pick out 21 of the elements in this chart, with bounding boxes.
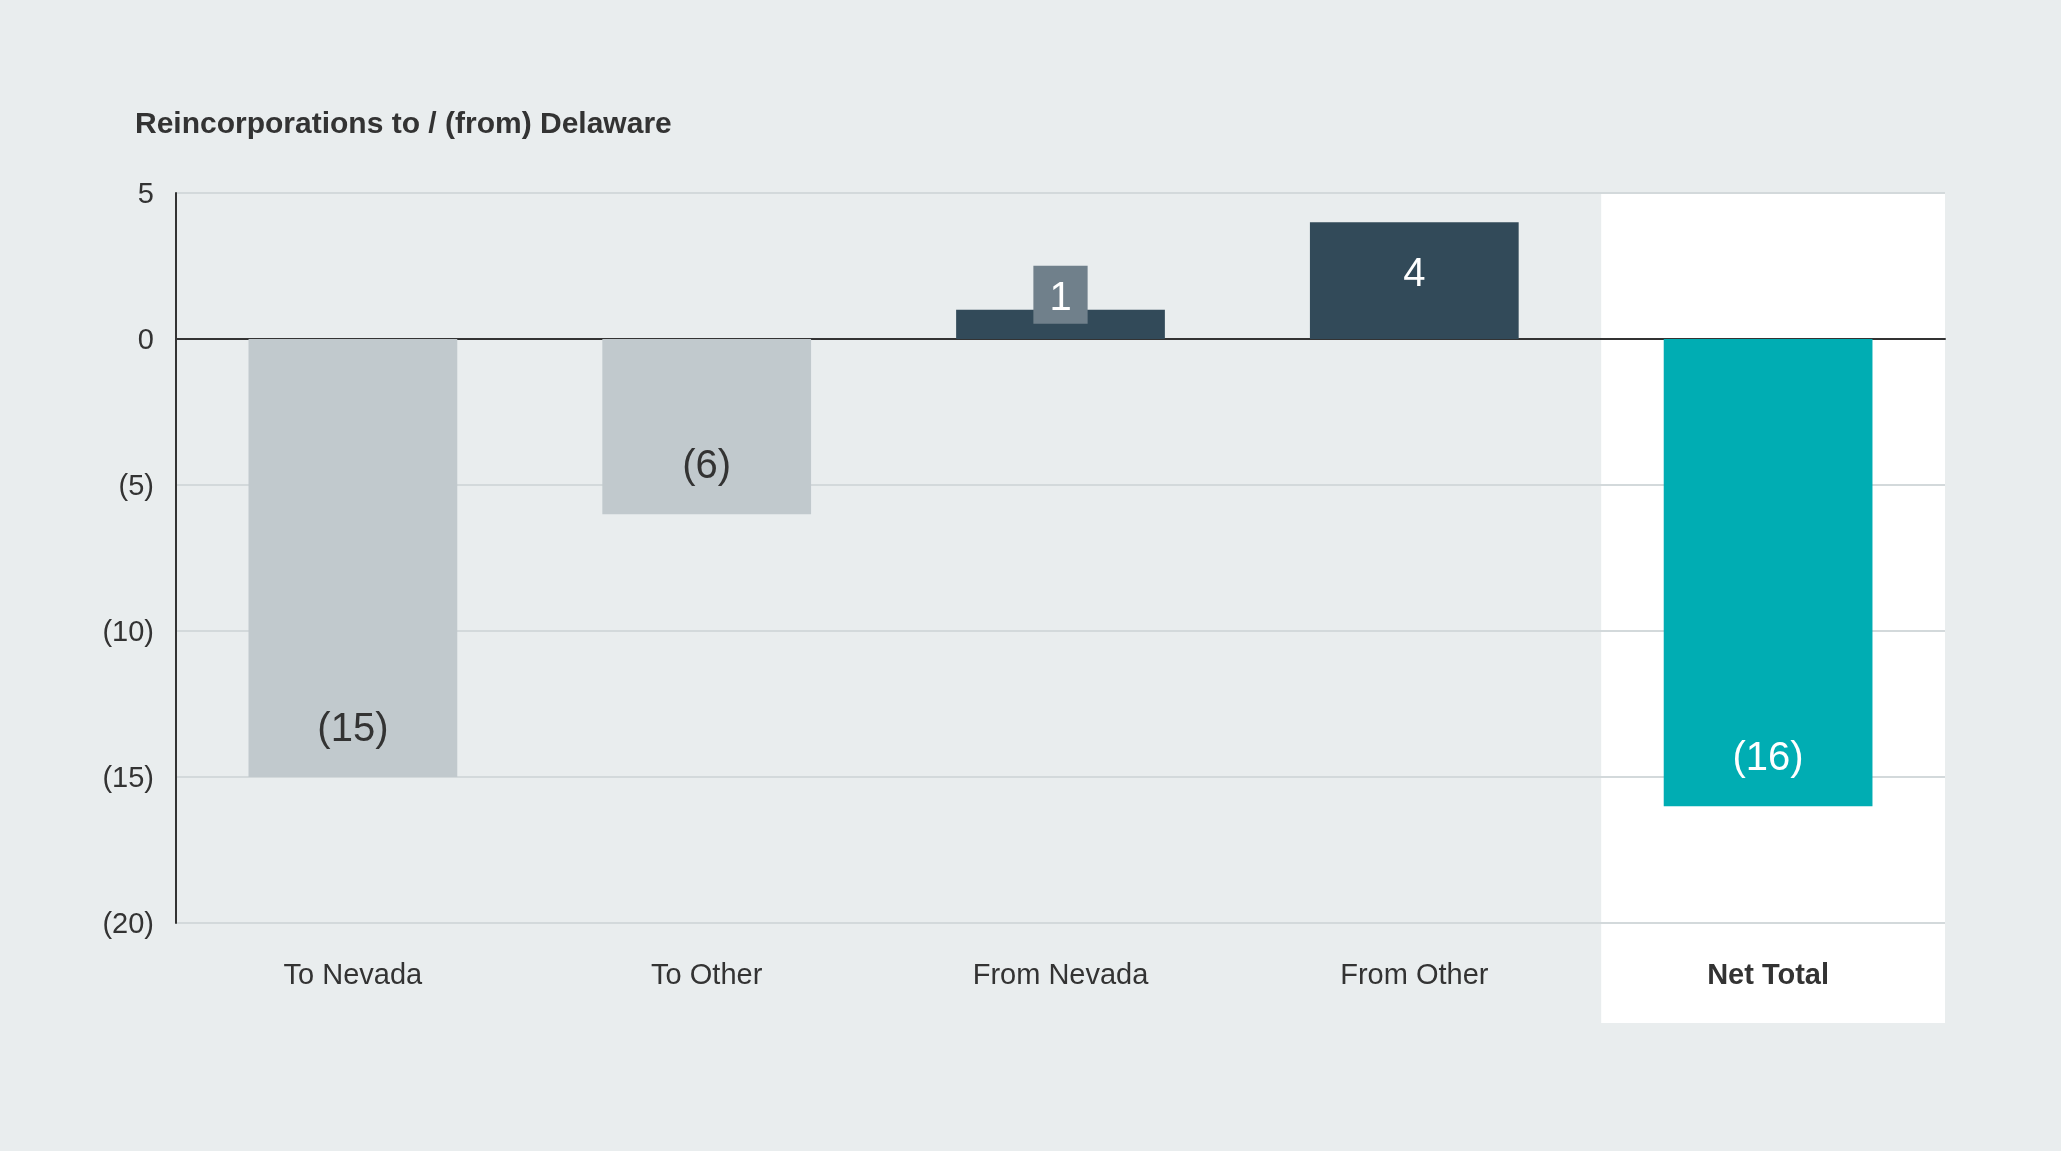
data-label: 4 <box>1403 250 1426 295</box>
x-tick-label: To Other <box>651 957 763 990</box>
data-label: (6) <box>682 442 732 487</box>
y-tick-label: (5) <box>118 469 154 501</box>
y-tick-label: (15) <box>102 761 154 793</box>
bar <box>1663 339 1873 807</box>
data-label: (15) <box>317 705 389 749</box>
y-tick-label: 0 <box>137 323 154 355</box>
bar <box>602 339 812 515</box>
x-tick-label: To Nevada <box>283 957 424 990</box>
data-label: 1 <box>1049 273 1072 318</box>
x-tick-label: Net Total <box>1707 957 1830 990</box>
y-tick-label: (20) <box>102 907 154 939</box>
x-tick-label: From Nevada <box>972 957 1150 990</box>
data-label: (16) <box>1732 734 1804 779</box>
y-tick-label: 5 <box>137 177 154 209</box>
chart-title: Reincorporations to / (from) Delaware <box>135 105 672 139</box>
bar <box>248 339 458 777</box>
bar <box>1309 222 1519 339</box>
y-tick-label: (10) <box>102 615 154 647</box>
x-tick-label: From Other <box>1340 957 1489 990</box>
